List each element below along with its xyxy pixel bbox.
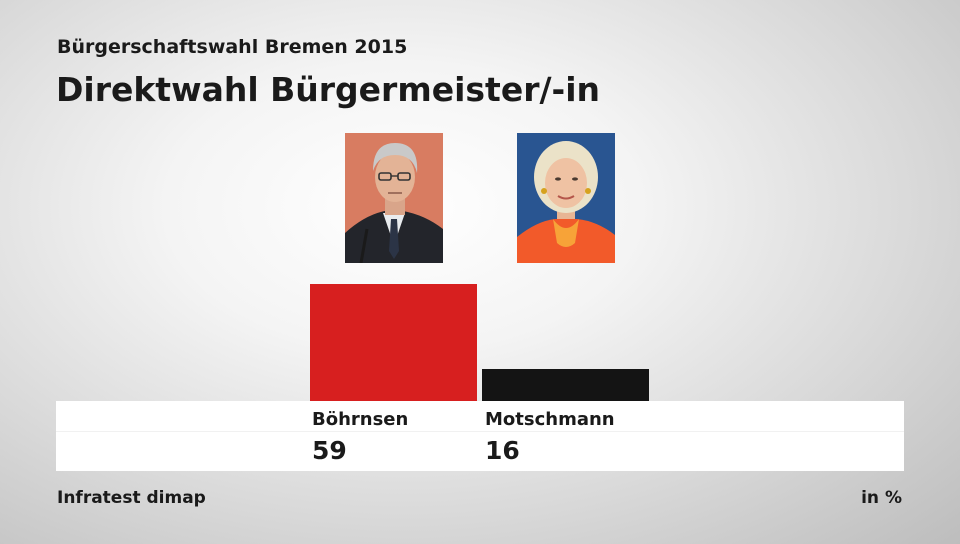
chart-subtitle: Bürgerschaftswahl Bremen 2015 [57,36,408,58]
candidate-photo-motschmann [517,133,615,263]
value-label-motschmann: 16 [485,436,520,465]
source-label: Infratest dimap [57,488,206,508]
category-label-motschmann: Motschmann [485,409,615,430]
label-band-divider [56,431,904,432]
bar-boehrnsen [310,284,477,401]
bar-motschmann [482,369,649,401]
unit-label: in % [861,488,902,508]
chart-title: Direktwahl Bürgermeister/-in [56,70,601,109]
value-label-boehrnsen: 59 [312,436,347,465]
category-label-boehrnsen: Böhrnsen [312,409,409,430]
label-band [56,401,904,471]
candidate-photo-boehrnsen [345,133,443,263]
